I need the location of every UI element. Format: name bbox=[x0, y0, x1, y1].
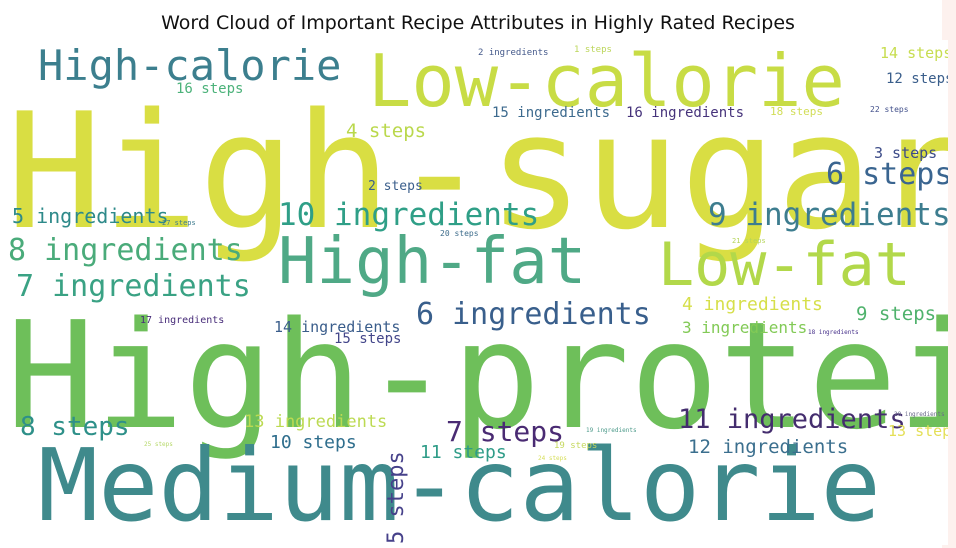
word-9-steps: 9 steps bbox=[856, 303, 937, 325]
word-11-ingredients: 11 ingredients bbox=[678, 404, 906, 435]
word-27-steps: 27 steps bbox=[162, 219, 196, 227]
word-8-ingredients: 8 ingredients bbox=[8, 233, 243, 268]
word-medium-calorie: Medium-calorie bbox=[38, 427, 881, 544]
word-25-steps: 25 steps bbox=[144, 441, 173, 448]
word-low-calorie: Low-calorie bbox=[368, 40, 845, 123]
word-20-steps: 20 steps bbox=[440, 229, 479, 238]
word-18-steps: 18 steps bbox=[770, 105, 823, 118]
word-19-ingredients: 19 ingredients bbox=[586, 427, 637, 434]
word-9-ingredients: 9 ingredients bbox=[708, 197, 948, 233]
word-17-ingredients: 17 ingredients bbox=[140, 315, 225, 326]
word-18-ingredients: 18 ingredients bbox=[808, 329, 859, 336]
word-12-ingredients: 12 ingredients bbox=[688, 436, 849, 458]
word-4-steps: 4 steps bbox=[346, 120, 427, 142]
word-11-steps: 11 steps bbox=[420, 442, 507, 463]
word-19-steps: 19 steps bbox=[554, 441, 598, 451]
word-12-steps: 12 steps bbox=[886, 71, 948, 87]
word-7-steps: 7 steps bbox=[446, 415, 565, 448]
word-14-ingredients: 14 ingredients bbox=[274, 318, 401, 336]
word-16-steps: 16 steps bbox=[176, 81, 244, 97]
word-3-ingredients: 3 ingredients bbox=[682, 318, 808, 337]
word-2-steps: 2 steps bbox=[368, 179, 423, 194]
word-6-ingredients: 6 ingredients bbox=[416, 297, 651, 332]
word-2-ingredients: 2 ingredients bbox=[478, 48, 549, 58]
word-4-ingredients: 4 ingredients bbox=[682, 294, 823, 315]
word-13-steps: 13 steps bbox=[888, 422, 948, 440]
word-8-steps: 8 steps bbox=[20, 412, 130, 442]
word-22-steps: 22 steps bbox=[870, 105, 909, 114]
word-10-steps: 10 steps bbox=[270, 432, 357, 453]
word-1-steps: 1 steps bbox=[574, 45, 612, 55]
word-14-steps: 14 steps bbox=[880, 44, 948, 62]
word-15-ingredients: 15 ingredients bbox=[492, 105, 611, 121]
word-high-calorie: High-calorie bbox=[38, 41, 342, 90]
word-5-steps: 5 steps bbox=[384, 450, 409, 544]
word-high-sugar: High-sugar bbox=[8, 78, 948, 265]
chart-title: Word Cloud of Important Recipe Attribute… bbox=[161, 12, 795, 34]
word-cloud: High-sugar High-proteinMedium-calorie Low-… bbox=[8, 40, 948, 545]
word-high-protein: High-protein bbox=[8, 290, 948, 462]
word-21-steps: 21 steps bbox=[732, 237, 766, 245]
word-15-steps: 15 steps bbox=[334, 331, 402, 347]
word-13-ingredients: 13 ingredients bbox=[244, 412, 388, 432]
word-20-ingredients: 20 ingredients bbox=[894, 411, 945, 418]
word-16-ingredients: 16 ingredients bbox=[626, 105, 745, 121]
word-24-steps: 24 steps bbox=[538, 455, 567, 462]
word-high-fat: High-fat bbox=[278, 225, 587, 299]
word-3-steps: 3 steps bbox=[874, 144, 938, 162]
word-7-ingredients: 7 ingredients bbox=[16, 269, 251, 304]
word-10-ingredients: 10 ingredients bbox=[278, 197, 540, 233]
word-6-steps: 6 steps bbox=[826, 157, 948, 192]
word-low-fat: Low-fat bbox=[658, 230, 911, 300]
word-5-ingredients: 5 ingredients bbox=[12, 204, 169, 228]
